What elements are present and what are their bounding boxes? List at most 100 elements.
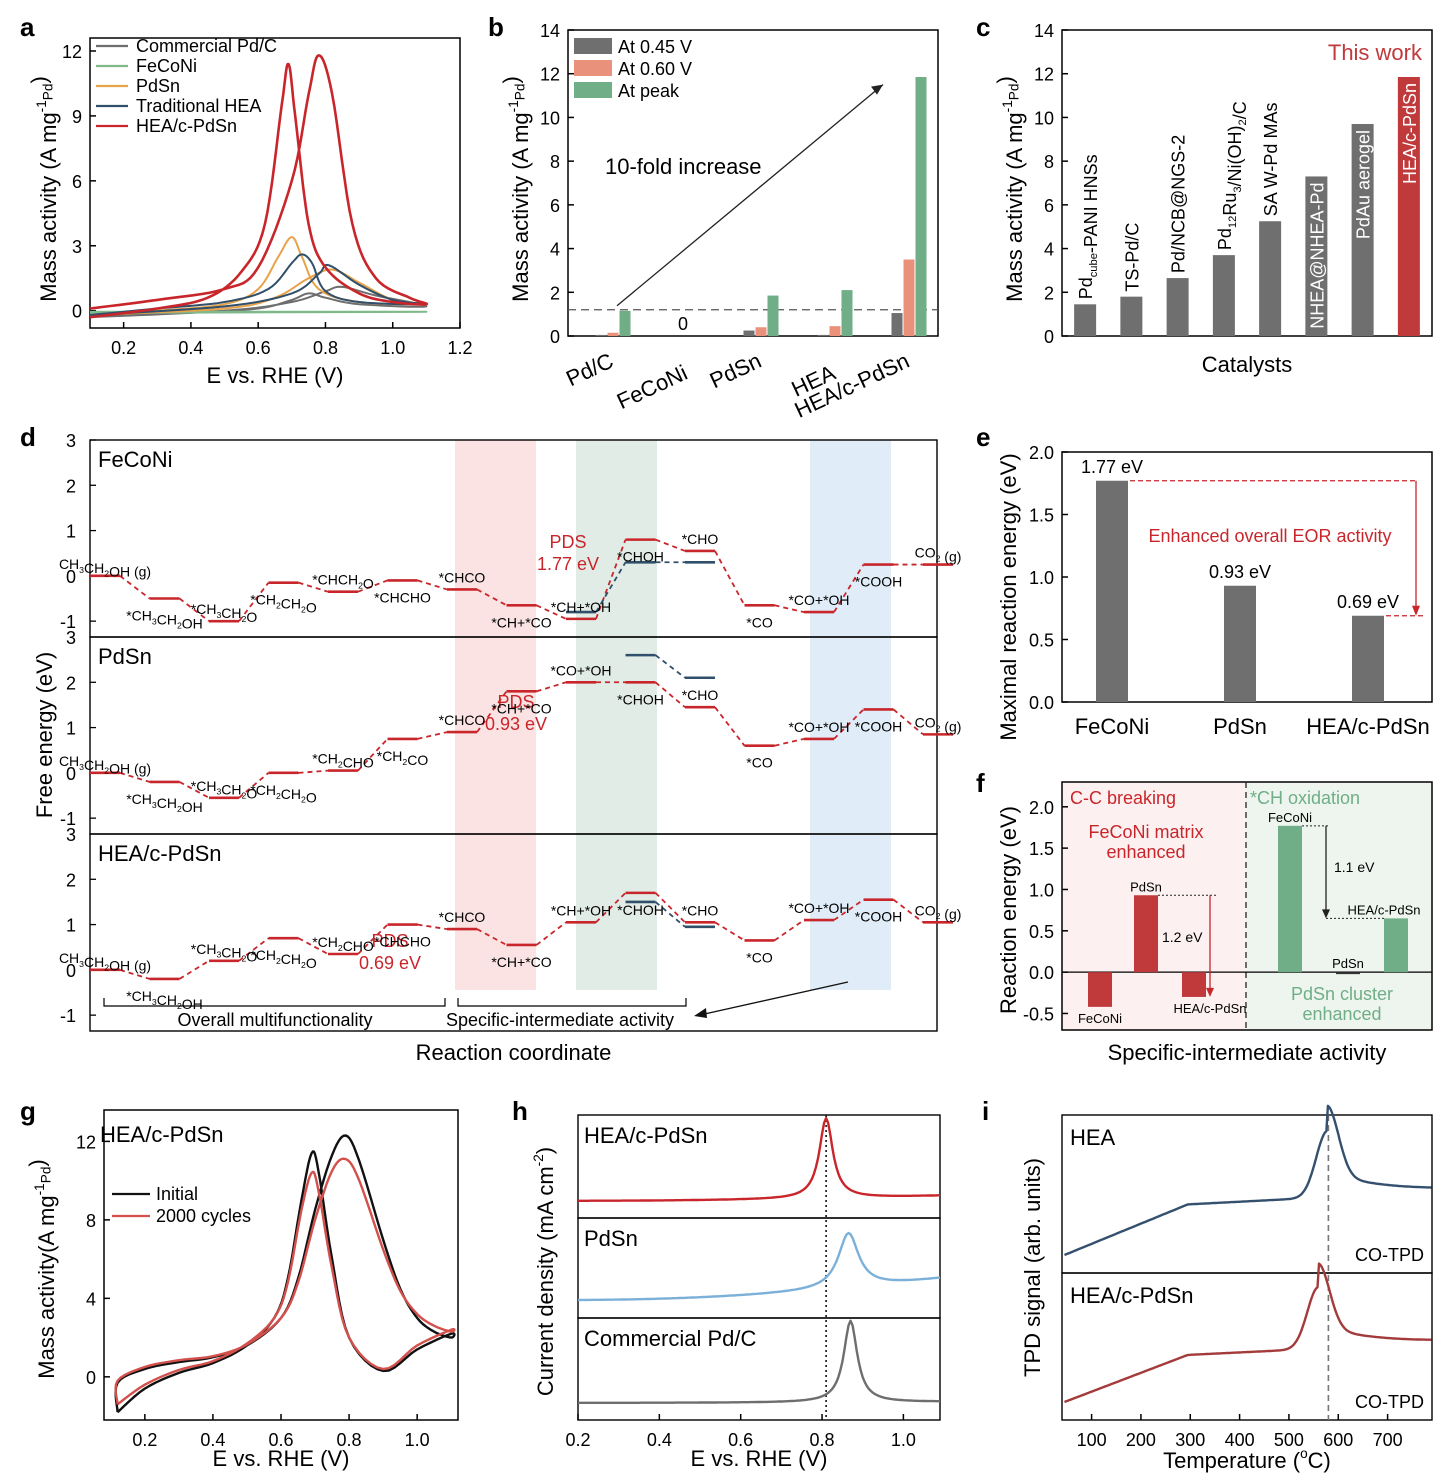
species-label: *CH2CH2O [250, 592, 317, 616]
legend-label: At 0.45 V [618, 37, 692, 57]
label-part: CH [84, 757, 104, 773]
x-tick-label: 0.2 [565, 1430, 590, 1450]
label-part: CHO [343, 938, 374, 954]
species-label: *CHCO [439, 909, 486, 925]
label-part: CHO [343, 755, 374, 771]
species-label: *CH3CH2OH [126, 791, 203, 815]
label-part: OH [182, 799, 203, 815]
category-label: PdSn [1213, 714, 1267, 739]
trace-label: Commercial Pd/C [584, 1326, 756, 1351]
bar-at-peak [619, 310, 631, 336]
label-part: *CHCO [439, 909, 486, 925]
x-axis-label: E vs. RHE (V) [691, 1446, 828, 1471]
label-part: *CO+*OH [550, 662, 611, 678]
region-caption-left: FeCoNi matrix [1088, 822, 1203, 842]
level-connector [178, 597, 210, 622]
label-part: CH [59, 556, 79, 572]
pds-value: 1.77 eV [537, 554, 599, 574]
bar-at-0-60-v [829, 326, 841, 336]
label-part: OH [182, 615, 203, 631]
y-axis-label: Reaction energy (eV) [996, 806, 1021, 1014]
species-label: CO2 (g) [915, 902, 962, 922]
series-line-2000-cycles [114, 1157, 456, 1406]
y-tick-label: 0 [86, 1368, 96, 1388]
label-part: *CO [746, 755, 773, 771]
y-tick-label: 4 [1044, 240, 1054, 260]
arrow-head [1412, 605, 1420, 616]
bar-at-peak [915, 76, 927, 336]
label-part: 2 [301, 960, 306, 970]
y-tick-label: 3 [66, 825, 76, 845]
bar-at-0-45-v [595, 334, 607, 336]
species-label: *CHOH [617, 549, 664, 565]
y-tick-label: -1 [60, 809, 76, 829]
label-part: HEA/c-PdSn [1400, 83, 1420, 184]
level-connector [833, 898, 865, 921]
legend-label: Traditional HEA [136, 96, 261, 116]
legend-label: At peak [618, 81, 680, 101]
label-part: 3 [1232, 186, 1244, 192]
bar-catalyst [1120, 296, 1143, 336]
label-part: CH [221, 945, 241, 961]
legend-swatch [574, 38, 612, 54]
highlight-band [455, 440, 536, 990]
bar-right [1278, 825, 1302, 973]
zero-value-label: 0 [678, 314, 688, 334]
species-label: *CH2CH2O [250, 947, 317, 971]
label-part: *COOH [855, 718, 902, 734]
species-label: *CHO [682, 531, 719, 547]
label-part: -1 [32, 1183, 47, 1195]
label-part: CH [281, 951, 301, 967]
tpd-tag: CO-TPD [1355, 1392, 1424, 1412]
species-label: *COOH [855, 909, 902, 925]
label-part: *CH [126, 608, 152, 624]
label-part: *CH [250, 592, 276, 608]
x-tick-label: 0.6 [268, 1430, 293, 1450]
label-part: C) [1308, 1448, 1331, 1473]
bar-max-energy [1096, 480, 1128, 702]
label-part: *CH+*CO [491, 700, 551, 716]
label-part: Pd [1076, 277, 1096, 299]
panel-f: f -0.5 0.0 0.5 1.0 1.5 2.0 Reaction energy (eV)… [976, 768, 1433, 1065]
species-label: *CHCH2O [312, 572, 374, 592]
y-tick-label: 0.0 [1029, 693, 1054, 713]
y-axis-label: Mass activity(A mg-1Pd) [25, 1159, 59, 1379]
x-tick-label: 0.8 [313, 338, 338, 358]
y-tick-label: 10 [1034, 108, 1054, 128]
y-tick-label: 8 [86, 1211, 96, 1231]
series-line-traditional-hea [89, 253, 428, 316]
label-part: 2 [177, 620, 182, 630]
x-tick-label: 0.4 [200, 1430, 225, 1450]
label-part: ) [27, 76, 52, 83]
y-tick-label: 0 [1044, 327, 1054, 347]
x-tick-label: 200 [1126, 1430, 1156, 1450]
annotation-text: 10-fold increase [605, 154, 762, 179]
region-caption-right: PdSn cluster [1291, 984, 1393, 1004]
label-part: CH [84, 954, 104, 970]
y-axis-label: Maximal reaction energy (eV) [996, 453, 1021, 740]
tpd-trace [1064, 1262, 1432, 1404]
label-part: Mass activity (A mg [508, 112, 533, 301]
bar-at-0-45-v [743, 330, 755, 336]
label-part: SA W-Pd MAs [1261, 103, 1281, 217]
plot-frame [89, 37, 461, 329]
label-part: 2 [242, 791, 247, 801]
label-part: CH [221, 605, 241, 621]
level-connector [357, 923, 389, 955]
level-connector [119, 575, 151, 600]
trace-line [578, 1319, 940, 1405]
label-part: /C [1230, 101, 1250, 119]
label-part: *CH+*OH [551, 599, 611, 615]
label-part: Current density (mA cm [533, 1166, 558, 1396]
label-part: Pd [1006, 84, 1021, 101]
label-part: Pd [38, 1167, 53, 1184]
y-axis-label: Current density (mA cm-2) [531, 1147, 558, 1396]
label-part: 2 [936, 553, 941, 563]
y-tick-label: 8 [550, 152, 560, 172]
y-tick-label: 1.5 [1029, 839, 1054, 859]
label-part: *CH+*CO [491, 614, 551, 630]
y-tick-label: 12 [62, 42, 82, 62]
level-connector [476, 588, 507, 607]
